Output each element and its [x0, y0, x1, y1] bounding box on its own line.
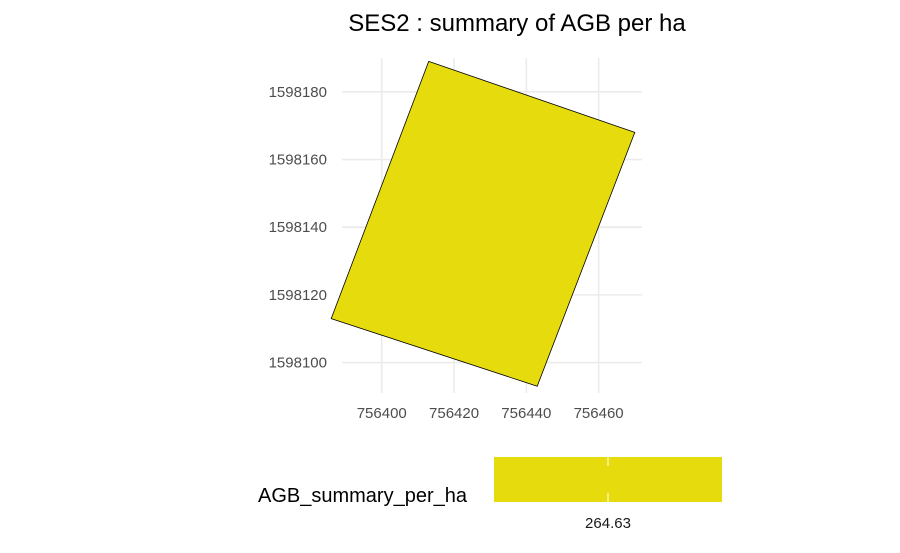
legend: AGB_summary_per_ha 264.63 [258, 457, 722, 532]
x-tick-label: 756420 [429, 405, 479, 422]
polygon-layer [330, 60, 636, 387]
legend-title: AGB_summary_per_ha [258, 485, 468, 507]
y-tick-label: 1598180 [269, 84, 327, 101]
chart-title: SES2 : summary of AGB per ha [348, 10, 686, 37]
x-tick-label: 756460 [574, 405, 624, 422]
y-tick-label: 1598160 [269, 152, 327, 169]
y-tick-label: 1598100 [269, 355, 327, 372]
y-tick-label: 1598140 [269, 219, 327, 236]
y-tick-label: 1598120 [269, 287, 327, 304]
x-tick-label: 756400 [357, 405, 407, 422]
x-tick-label: 756440 [501, 405, 551, 422]
tick-labels: 756400 756420 756440 756460 1598100 1598120 15… [269, 84, 624, 422]
plot-polygon [330, 60, 636, 387]
legend-label: 264.63 [585, 515, 631, 532]
